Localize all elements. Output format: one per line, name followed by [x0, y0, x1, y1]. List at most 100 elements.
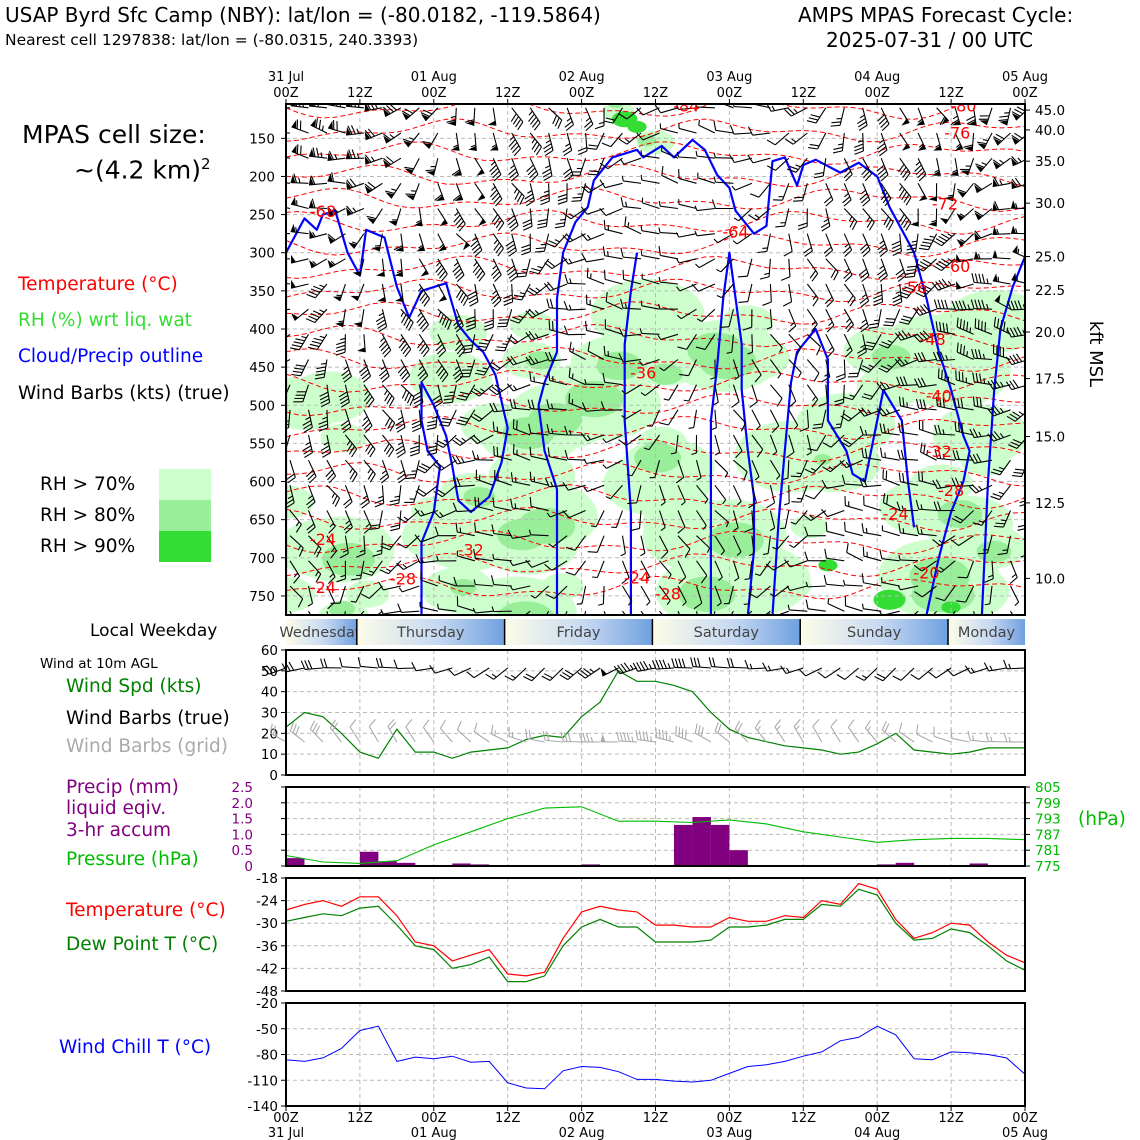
wind-barb	[733, 459, 748, 481]
barb-flag	[339, 394, 349, 401]
barb-flag	[843, 271, 851, 279]
wind-barb	[546, 233, 568, 248]
wind-barb	[821, 359, 831, 383]
barb-staff	[641, 254, 660, 260]
barb-flag	[378, 326, 387, 333]
barb-flag	[386, 395, 393, 405]
barb-flag	[677, 346, 687, 350]
barb-half-flag	[1017, 157, 1022, 163]
barb-pennant	[376, 271, 385, 277]
barb-half-flag	[365, 523, 371, 528]
barb-flag	[289, 347, 300, 351]
barb-half-flag	[897, 584, 901, 591]
wind-barb	[338, 384, 350, 408]
barb-flag	[952, 450, 957, 460]
barb-flag	[854, 146, 864, 152]
wind-barb	[380, 535, 402, 551]
barb-half-flag	[436, 555, 439, 562]
barb-half-flag	[920, 529, 923, 535]
barb-flag	[742, 326, 752, 331]
barb-half-flag	[726, 351, 732, 354]
barb-flag	[397, 473, 406, 481]
wind-barb	[670, 434, 679, 455]
wind-barb	[546, 298, 568, 310]
x-tick-label-bottom: 12Z	[643, 1111, 669, 1126]
barb-flag	[540, 200, 550, 206]
wind-barb	[489, 402, 512, 413]
barb-flag	[292, 370, 303, 374]
barb-flag	[978, 349, 982, 359]
barb-flag	[880, 365, 890, 371]
wind-barb	[932, 351, 956, 362]
barb-pennant	[974, 231, 980, 241]
barb-flag	[972, 454, 979, 463]
pressure-tick-label: 805	[1035, 780, 1061, 796]
barb-flag	[376, 319, 386, 326]
barb-flag	[470, 436, 478, 444]
barb-half-flag	[999, 179, 1003, 186]
wind-barb	[797, 208, 808, 230]
barb-flag	[455, 217, 463, 226]
barb-flag	[474, 372, 485, 376]
wind-barb	[464, 107, 476, 126]
barb-staff	[733, 132, 752, 135]
isotherm-line	[286, 301, 1025, 325]
barb-flag	[975, 372, 979, 383]
barb-staff	[640, 535, 646, 554]
wind-barb-grid	[655, 728, 675, 743]
barb-flag	[468, 297, 478, 304]
barb-flag	[422, 719, 430, 728]
barb-flag	[974, 273, 979, 283]
barb-staff	[769, 309, 773, 328]
barb-flag	[542, 171, 552, 178]
barb-flag	[990, 380, 997, 389]
barb-flag	[403, 316, 409, 326]
barb-half-flag	[312, 260, 317, 266]
wind-barb	[932, 535, 956, 546]
barb-flag	[810, 114, 821, 118]
wind-barb	[679, 359, 697, 377]
cell-size-value: ~(4.2 km)2	[74, 155, 211, 184]
rh80-region	[687, 332, 745, 369]
wind-barb	[544, 477, 568, 488]
barb-half-flag	[857, 139, 864, 143]
rh70-region	[455, 576, 577, 615]
wind-barb	[286, 203, 291, 210]
barb-staff	[491, 733, 508, 743]
barb-half-flag	[844, 243, 850, 248]
barb-flag	[584, 320, 588, 331]
barb-flag	[855, 675, 865, 681]
barb-flag	[531, 119, 539, 128]
barb-staff	[359, 258, 365, 277]
barb-staff	[769, 510, 776, 529]
barb-half-flag	[998, 466, 1005, 470]
barb-half-flag	[645, 576, 650, 581]
barb-flag	[1028, 628, 1037, 634]
barb-flag	[846, 324, 854, 333]
wind-barb	[879, 423, 900, 436]
barb-half-flag	[621, 390, 626, 395]
barb-flag	[879, 381, 887, 390]
wind-barb	[732, 409, 747, 432]
wind-barb	[895, 258, 907, 283]
wind-barb	[506, 383, 531, 392]
barb-flag	[343, 523, 352, 531]
barb-half-flag	[275, 731, 279, 737]
barb-staff	[624, 225, 642, 235]
barb-flag	[473, 413, 483, 420]
rh90-region	[873, 589, 906, 610]
barb-flag	[624, 216, 627, 226]
barb-staff	[621, 560, 630, 578]
barb-flag	[1017, 300, 1023, 310]
barb-flag	[975, 163, 985, 168]
wind-barb	[529, 471, 549, 486]
barb-flag	[813, 372, 820, 382]
barb-flag	[462, 347, 473, 351]
barb-flag	[454, 437, 464, 444]
wind-barb	[821, 508, 845, 518]
barb-half-flag	[776, 725, 781, 731]
wind-barb	[343, 510, 353, 534]
barb-staff	[688, 384, 697, 402]
barb-flag	[295, 394, 306, 396]
barb-flag	[452, 477, 458, 487]
